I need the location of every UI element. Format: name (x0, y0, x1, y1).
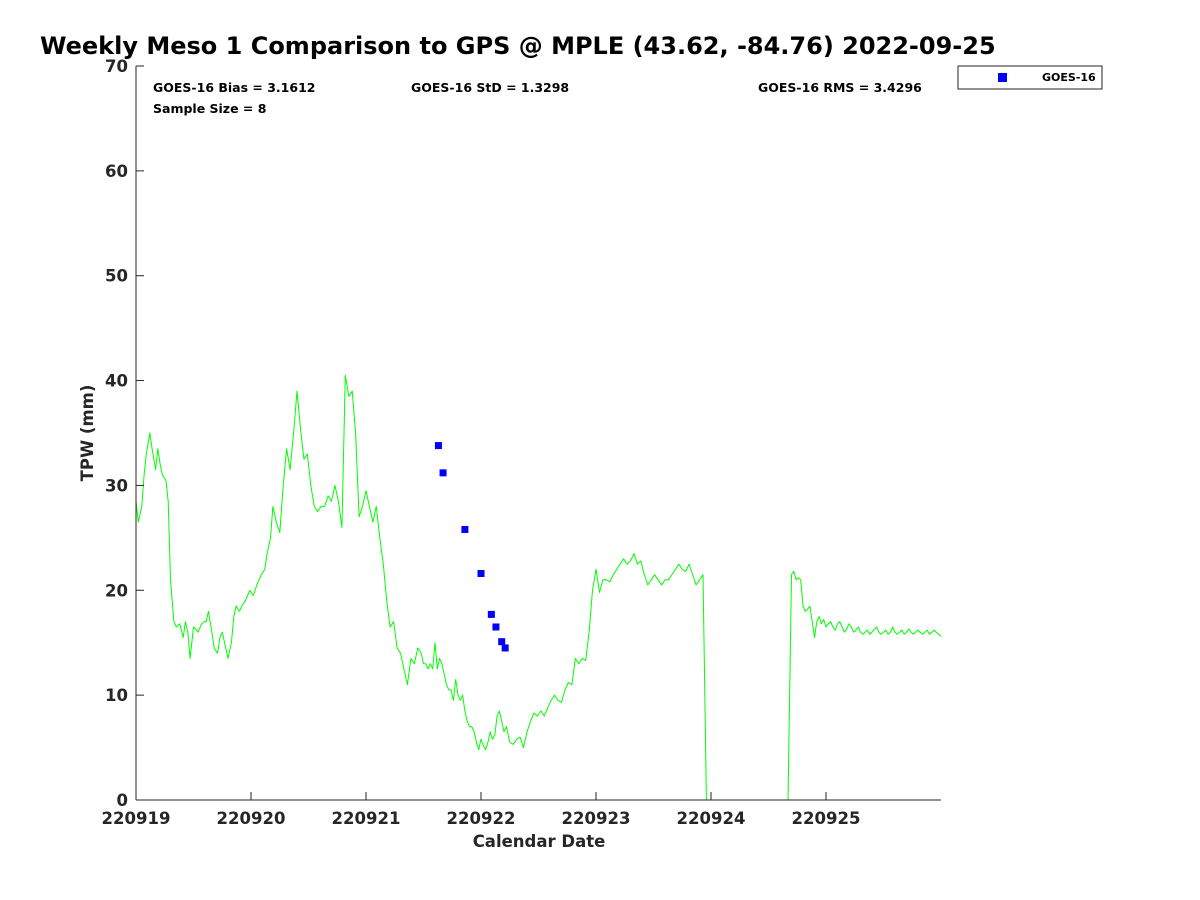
rms-stat: GOES-16 RMS = 3.4296 (758, 80, 922, 95)
goes16-point (487, 610, 495, 618)
axes-layer (135, 66, 941, 801)
y-ticks: 0 10 20 30 40 50 60 70 (105, 57, 144, 810)
x-tick-label: 220923 (562, 809, 631, 828)
sample-size-stat: Sample Size = 8 (153, 101, 266, 116)
y-tick-label: 20 (105, 581, 128, 600)
goes16-point (434, 442, 442, 450)
goes16-point (461, 525, 469, 533)
legend-swatch-goes16 (998, 73, 1007, 82)
legend: GOES-16 (957, 65, 1103, 90)
goes16-point (498, 638, 506, 646)
x-tick-label: 220925 (792, 809, 861, 828)
x-tick-label: 220919 (102, 809, 171, 828)
y-tick-label: 70 (105, 57, 128, 76)
gps-tpw-line-segment (787, 570, 942, 801)
x-tick-label: 220920 (217, 809, 286, 828)
gps-tpw-line-segment (135, 374, 707, 801)
std-stat: GOES-16 StD = 1.3298 (411, 80, 569, 95)
plot-area: 0 10 20 30 40 50 60 70 220919 220920 220921 220922… (102, 57, 942, 828)
goes16-point (439, 469, 447, 477)
goes16-point (501, 644, 509, 652)
y-tick-label: 50 (105, 267, 128, 286)
x-axis-label: Calendar Date (473, 832, 606, 851)
y-axis-label: TPW (mm) (78, 385, 97, 482)
y-tick-label: 30 (105, 476, 128, 495)
y-tick-label: 60 (105, 162, 128, 181)
series-layer (135, 374, 942, 801)
legend-box (957, 65, 1103, 90)
legend-label-goes16: GOES-16 (1042, 71, 1096, 84)
x-tick-label: 220921 (332, 809, 401, 828)
goes16-point (492, 623, 500, 631)
bias-stat: GOES-16 Bias = 3.1612 (153, 80, 315, 95)
y-tick-label: 40 (105, 372, 128, 391)
y-tick-label: 10 (105, 686, 128, 705)
chart-title: Weekly Meso 1 Comparison to GPS @ MPLE (… (40, 32, 996, 60)
goes16-point (477, 570, 485, 578)
x-tick-label: 220922 (447, 809, 516, 828)
x-ticks: 220919 220920 220921 220922 220923 220924 2209… (102, 792, 861, 828)
y-tick-label: 0 (117, 791, 128, 810)
x-tick-label: 220924 (677, 809, 746, 828)
